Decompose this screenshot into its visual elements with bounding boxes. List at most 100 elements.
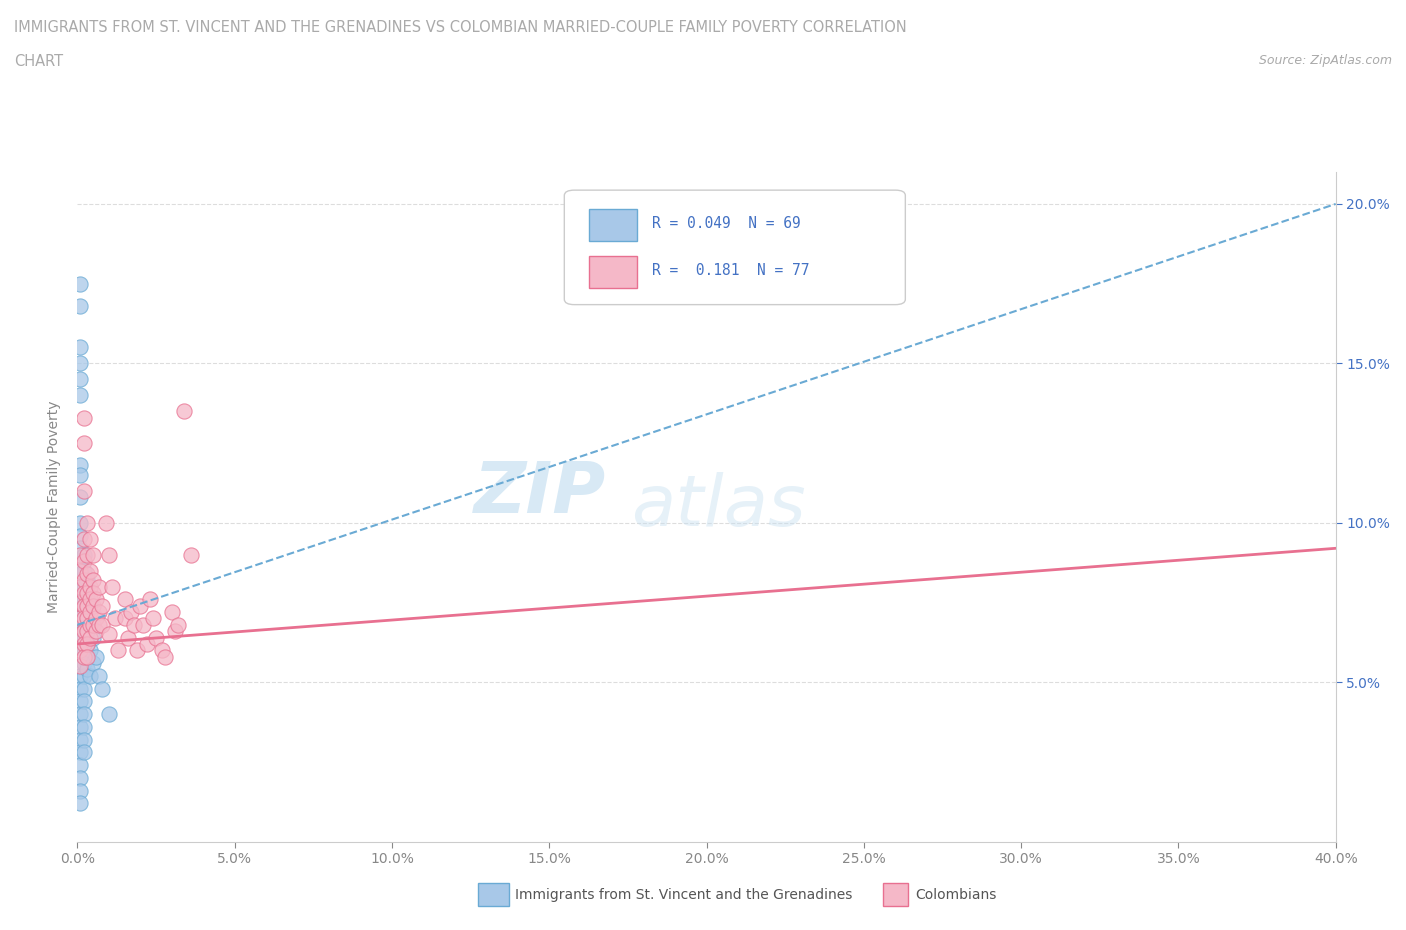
Point xyxy=(69,299,91,313)
Point xyxy=(84,649,107,664)
Point xyxy=(155,649,177,664)
Point xyxy=(72,579,94,594)
Point xyxy=(72,624,94,639)
Y-axis label: Married-Couple Family Poverty: Married-Couple Family Poverty xyxy=(48,401,62,613)
Text: Immigrants from St. Vincent and the Grenadines: Immigrants from St. Vincent and the Gren… xyxy=(515,887,852,902)
Point xyxy=(94,515,117,530)
Point xyxy=(69,528,91,543)
Point xyxy=(72,732,94,747)
Point xyxy=(69,611,91,626)
Point xyxy=(69,796,91,811)
Point xyxy=(69,783,91,798)
Point xyxy=(69,340,91,355)
Point xyxy=(69,458,91,472)
Point xyxy=(180,547,202,562)
Point xyxy=(69,541,91,556)
Point xyxy=(82,631,104,645)
Point xyxy=(72,591,94,606)
Point xyxy=(69,631,91,645)
Point xyxy=(72,586,94,601)
Point xyxy=(72,598,94,613)
Point xyxy=(72,694,94,709)
Point xyxy=(76,649,98,664)
Point xyxy=(72,564,94,578)
Point xyxy=(72,618,94,632)
Point xyxy=(79,604,101,619)
Point xyxy=(120,604,142,619)
Point xyxy=(76,649,98,664)
Point xyxy=(79,564,101,578)
Point xyxy=(69,694,91,709)
Point xyxy=(72,553,94,568)
Text: R = 0.049  N = 69: R = 0.049 N = 69 xyxy=(652,216,801,232)
Point xyxy=(173,404,195,418)
Point xyxy=(79,618,101,632)
Point xyxy=(129,598,152,613)
Point xyxy=(69,356,91,371)
Point xyxy=(91,618,114,632)
Point xyxy=(72,681,94,696)
Point xyxy=(91,681,114,696)
Point xyxy=(69,643,91,658)
Point xyxy=(69,745,91,760)
Point xyxy=(76,611,98,626)
Point xyxy=(79,669,101,684)
Point xyxy=(160,604,183,619)
Point xyxy=(72,636,94,651)
Point xyxy=(69,758,91,773)
Point xyxy=(97,547,120,562)
Point xyxy=(69,579,91,594)
Point xyxy=(72,604,94,619)
Point xyxy=(76,566,98,581)
Point xyxy=(72,643,94,658)
Point xyxy=(69,732,91,747)
Point xyxy=(89,604,111,619)
Point xyxy=(69,640,91,655)
Point xyxy=(76,586,98,601)
Point xyxy=(79,618,101,632)
Point xyxy=(69,566,91,581)
Point xyxy=(72,484,94,498)
Point xyxy=(76,598,98,613)
Point xyxy=(107,643,129,658)
Point xyxy=(76,624,98,639)
Point xyxy=(69,620,91,635)
Point xyxy=(82,656,104,671)
Point xyxy=(142,611,165,626)
Point xyxy=(138,591,160,606)
Point xyxy=(76,662,98,677)
Point xyxy=(79,579,101,594)
Point xyxy=(69,720,91,735)
Point xyxy=(89,618,111,632)
Point xyxy=(72,435,94,450)
Text: IMMIGRANTS FROM ST. VINCENT AND THE GRENADINES VS COLOMBIAN MARRIED-COUPLE FAMIL: IMMIGRANTS FROM ST. VINCENT AND THE GREN… xyxy=(14,20,907,35)
Point xyxy=(72,745,94,760)
Point xyxy=(132,618,155,632)
Point xyxy=(69,669,91,684)
Text: ZIP: ZIP xyxy=(474,459,606,528)
Point xyxy=(69,707,91,722)
Point xyxy=(76,573,98,588)
Point xyxy=(97,627,120,642)
Point xyxy=(76,611,98,626)
Point xyxy=(69,276,91,291)
Text: atlas: atlas xyxy=(631,472,806,541)
Point xyxy=(69,658,91,673)
Point xyxy=(91,598,114,613)
Point xyxy=(82,547,104,562)
Point xyxy=(69,681,91,696)
Bar xyxy=(589,256,637,288)
Point xyxy=(72,531,94,546)
Text: Source: ZipAtlas.com: Source: ZipAtlas.com xyxy=(1258,54,1392,67)
Point xyxy=(114,591,136,606)
Bar xyxy=(589,209,637,241)
Point xyxy=(82,586,104,601)
Point xyxy=(145,631,167,645)
Point xyxy=(72,611,94,626)
Point xyxy=(69,649,91,664)
Point xyxy=(69,627,91,642)
Point xyxy=(69,770,91,785)
Text: Colombians: Colombians xyxy=(915,887,997,902)
Point xyxy=(79,595,101,610)
Point xyxy=(76,586,98,601)
